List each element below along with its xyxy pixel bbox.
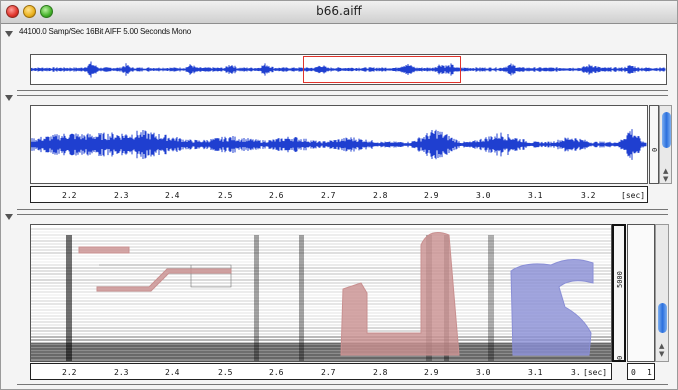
pink-region-vowel[interactable] (340, 232, 460, 356)
waveform-trace (31, 129, 647, 160)
zoom-button[interactable] (40, 5, 53, 18)
ruler-tick: 2.7 (321, 191, 336, 200)
collapse-triangle-icon[interactable] (5, 95, 13, 101)
selection-outline[interactable] (99, 264, 232, 288)
pink-region-contour[interactable] (96, 268, 232, 292)
time-ruler-top: 2.2 2.3 2.4 2.5 2.6 2.7 2.8 2.9 3.0 3.1 … (30, 186, 648, 203)
ruler-unit: [sec] (621, 191, 646, 200)
spectral-burst (488, 235, 494, 361)
waveform-trace (31, 61, 666, 78)
range-max: 1 (647, 368, 652, 377)
ruler-tick: 3.1 (528, 368, 543, 377)
scroll-down-icon[interactable]: ▼ (659, 350, 665, 358)
bottom-divider (17, 384, 668, 387)
ruler-tick: 3.2 (581, 191, 596, 200)
window-title: b66.aiff (316, 4, 362, 18)
ruler-tick: 2.6 (269, 368, 284, 377)
ruler-tick: 2.3 (114, 368, 129, 377)
spectrogram-scroll-knob[interactable] (658, 303, 667, 333)
low-frequency-band (31, 343, 611, 361)
divider (17, 209, 668, 215)
amplitude-scale: 0 (649, 105, 659, 184)
ruler-tick: 2.2 (62, 368, 77, 377)
ruler-tick: 2.5 (218, 368, 233, 377)
waveform-scrollbar[interactable]: ▲ ▼ (659, 105, 672, 184)
waveform-view[interactable] (30, 105, 648, 184)
frequency-scale: 5000 0 (612, 224, 626, 362)
scroll-up-icon[interactable]: ▲ (659, 342, 665, 350)
frequency-min-label: 0 (616, 355, 624, 360)
title-bar[interactable]: b66.aiff (1, 1, 677, 24)
collapse-triangle-icon[interactable] (5, 31, 13, 37)
divider (17, 90, 668, 96)
ruler-tick: 2.5 (218, 191, 233, 200)
ruler-tick: 3.0 (476, 368, 491, 377)
minimize-button[interactable] (23, 5, 36, 18)
file-info: 44100.0 Samp/Sec 16Bit AIFF 5.00 Seconds… (19, 27, 192, 36)
range-min: 0 (631, 368, 636, 377)
collapse-triangle-icon[interactable] (5, 214, 13, 220)
spectrogram-scrollbar[interactable]: ▲ ▼ (655, 224, 669, 362)
ruler-tick: 2.8 (373, 191, 388, 200)
time-ruler-bottom: 2.2 2.3 2.4 2.5 2.6 2.7 2.8 2.9 3.0 3.1 … (30, 363, 612, 380)
spectral-burst (299, 235, 304, 361)
ruler-tick: 2.7 (321, 368, 336, 377)
ruler-tick: 2.6 (269, 191, 284, 200)
spectral-burst (66, 235, 72, 361)
close-button[interactable] (6, 5, 19, 18)
range-box: 0 1 (627, 363, 655, 380)
ruler-tick: 2.4 (165, 368, 180, 377)
ruler-tick: 2.8 (373, 368, 388, 377)
ruler-unit: [sec] (583, 368, 608, 377)
spectral-burst (254, 235, 259, 361)
overview-waveform-graphic (31, 61, 666, 78)
pink-region-upper[interactable] (78, 246, 130, 254)
ruler-tick: 2.4 (165, 191, 180, 200)
blue-region[interactable] (510, 259, 594, 356)
ruler-tick: 2.2 (62, 191, 77, 200)
ruler-tick: 2.3 (114, 191, 129, 200)
ruler-tick: 2.9 (424, 191, 439, 200)
waveform-graphic (31, 129, 647, 160)
scroll-down-icon[interactable]: ▼ (663, 175, 669, 183)
ruler-tick: 3. (571, 368, 581, 377)
ruler-tick: 2.9 (424, 368, 439, 377)
ruler-tick: 3.1 (528, 191, 543, 200)
ruler-tick: 3.0 (476, 191, 491, 200)
spectrogram-view[interactable] (30, 224, 612, 362)
scroll-up-icon[interactable]: ▲ (663, 167, 669, 175)
frequency-max-label: 5000 (616, 271, 624, 288)
waveform-scroll-knob[interactable] (662, 112, 671, 148)
overview-selection[interactable] (303, 56, 461, 83)
overview-waveform[interactable] (30, 54, 667, 85)
spectrogram-graphic (31, 228, 611, 361)
spectrogram-side-panel (627, 224, 655, 362)
amplitude-zero-label: 0 (651, 147, 659, 152)
